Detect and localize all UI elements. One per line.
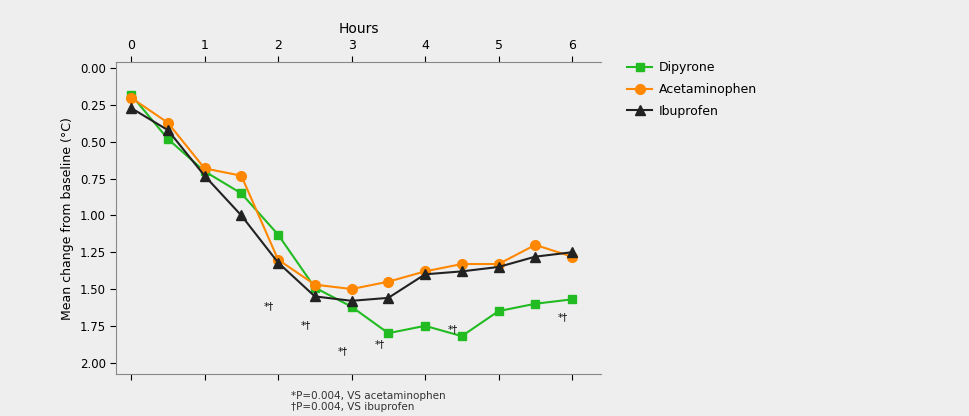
Text: *†: *† <box>337 347 348 357</box>
Text: †P=0.004, VS ibuprofen: †P=0.004, VS ibuprofen <box>291 402 414 412</box>
Ibuprofen <box>199 173 210 178</box>
Text: *†: *† <box>374 339 384 349</box>
Ibuprofen <box>529 254 541 259</box>
Acetaminophen <box>125 95 137 100</box>
Acetaminophen <box>455 262 467 267</box>
Acetaminophen <box>272 257 284 262</box>
Acetaminophen <box>345 287 357 292</box>
Ibuprofen <box>419 272 430 277</box>
Line: Dipyrone: Dipyrone <box>127 91 576 340</box>
Acetaminophen <box>566 254 578 259</box>
Y-axis label: Mean change from baseline (°C): Mean change from baseline (°C) <box>61 117 75 320</box>
Dipyrone <box>199 169 210 174</box>
Dipyrone <box>566 297 578 302</box>
Ibuprofen <box>162 128 173 133</box>
Line: Ibuprofen: Ibuprofen <box>126 103 577 306</box>
Legend: Dipyrone, Acetaminophen, Ibuprofen: Dipyrone, Acetaminophen, Ibuprofen <box>621 56 761 123</box>
Text: *†: *† <box>448 324 457 334</box>
Dipyrone <box>162 136 173 141</box>
Acetaminophen <box>529 243 541 248</box>
Acetaminophen <box>162 120 173 125</box>
Ibuprofen <box>309 294 321 299</box>
Acetaminophen <box>309 282 321 287</box>
Dipyrone <box>492 309 504 314</box>
Dipyrone <box>382 331 393 336</box>
Dipyrone <box>125 92 137 97</box>
Ibuprofen <box>455 269 467 274</box>
Acetaminophen <box>492 262 504 267</box>
Dipyrone <box>455 334 467 339</box>
Dipyrone <box>345 304 357 309</box>
Acetaminophen <box>382 279 393 284</box>
Ibuprofen <box>272 260 284 265</box>
Ibuprofen <box>492 265 504 270</box>
Dipyrone <box>309 285 321 290</box>
X-axis label: Hours: Hours <box>338 22 379 37</box>
Ibuprofen <box>566 250 578 255</box>
Text: *†: *† <box>300 320 311 330</box>
Text: *P=0.004, VS acetaminophen: *P=0.004, VS acetaminophen <box>291 391 445 401</box>
Ibuprofen <box>382 295 393 300</box>
Ibuprofen <box>345 298 357 303</box>
Ibuprofen <box>235 213 247 218</box>
Acetaminophen <box>419 269 430 274</box>
Ibuprofen <box>125 106 137 111</box>
Text: *†: *† <box>557 312 568 322</box>
Line: Acetaminophen: Acetaminophen <box>126 93 577 294</box>
Acetaminophen <box>235 173 247 178</box>
Text: *†: *† <box>264 301 274 311</box>
Dipyrone <box>235 191 247 196</box>
Dipyrone <box>529 301 541 306</box>
Acetaminophen <box>199 166 210 171</box>
Dipyrone <box>419 323 430 328</box>
Dipyrone <box>272 232 284 237</box>
